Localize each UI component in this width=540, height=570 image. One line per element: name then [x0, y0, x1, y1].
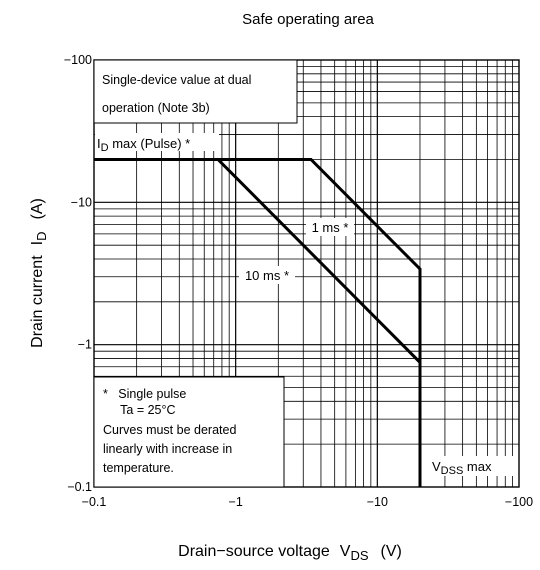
y-axis-label: Drain current ID (A): [29, 198, 49, 348]
vdss-rest: max: [463, 459, 492, 474]
vdss-symbol: V: [432, 459, 441, 474]
x-tick-label: −10: [367, 495, 388, 509]
ylabel-symbol: I: [29, 241, 46, 245]
note-line-2: operation (Note 3b): [102, 101, 210, 115]
series-line: [94, 158, 422, 487]
label-1ms: 1 ms *: [306, 218, 354, 236]
conditions-line-3: Curves must be derated: [103, 423, 236, 437]
label-1ms-text: 1 ms *: [312, 220, 349, 235]
vdss-subscript: DSS: [441, 465, 464, 477]
plot-frame: [93, 59, 520, 488]
svg-text:Drain currentID(A): Drain current ID (A): [29, 198, 49, 348]
conditions-line-2: Ta = 25°C: [103, 403, 176, 417]
x-tick-label: −1: [229, 495, 243, 509]
x-tick-label: −0.1: [82, 495, 107, 509]
y-tick-label: −10: [71, 195, 92, 209]
conditions-box: * Single pulse Ta = 25°C Curves must be …: [93, 376, 285, 488]
note-line-1: Single-device value at dual: [102, 73, 251, 87]
xlabel-symbol: V: [340, 543, 351, 560]
y-tick-label: −100: [64, 53, 92, 67]
xlabel-subscript: DS: [350, 548, 368, 563]
conditions-line-1: * Single pulse: [103, 387, 186, 401]
note-box: Single-device value at dual operation (N…: [93, 59, 298, 124]
ylabel-text: Drain current: [29, 255, 46, 348]
soa-curves: [94, 158, 422, 487]
conditions-box-frame: [93, 376, 285, 488]
y-tick-label: −1: [78, 338, 92, 352]
svg-text:ID max (Pulse) *: ID max (Pulse) *: [97, 136, 190, 154]
id-max-label: ID max (Pulse) *: [95, 133, 219, 154]
note-box-frame: [93, 59, 298, 124]
id-max-subscript: D: [101, 142, 109, 154]
chart-title: Safe operating area: [242, 11, 374, 28]
conditions-line-4: linearly with increase in: [103, 442, 232, 456]
tick-labels: −0.1 −1 −10 −100 −0.1 −1 −10 −100: [64, 53, 533, 509]
grid: [94, 60, 519, 487]
x-tick-label: −100: [505, 495, 533, 509]
id-max-rest: max (Pulse) *: [109, 136, 191, 151]
svg-text:VDSS max: VDSS max: [432, 459, 492, 477]
xlabel-unit: (V): [381, 543, 402, 560]
ylabel-unit: (A): [29, 198, 46, 219]
xlabel-text: Drain−source voltage: [178, 543, 330, 560]
x-axis-label: Drain−source voltage VDS (V): [178, 543, 402, 563]
conditions-line-5: temperature.: [103, 461, 174, 475]
y-tick-label: −0.1: [67, 480, 92, 494]
id-max-symbol: I: [97, 136, 101, 151]
label-10ms: 10 ms *: [239, 266, 295, 284]
label-10ms-text: 10 ms *: [245, 268, 289, 283]
vdss-max-label: VDSS max: [428, 456, 517, 477]
ylabel-subscript: D: [34, 232, 49, 241]
